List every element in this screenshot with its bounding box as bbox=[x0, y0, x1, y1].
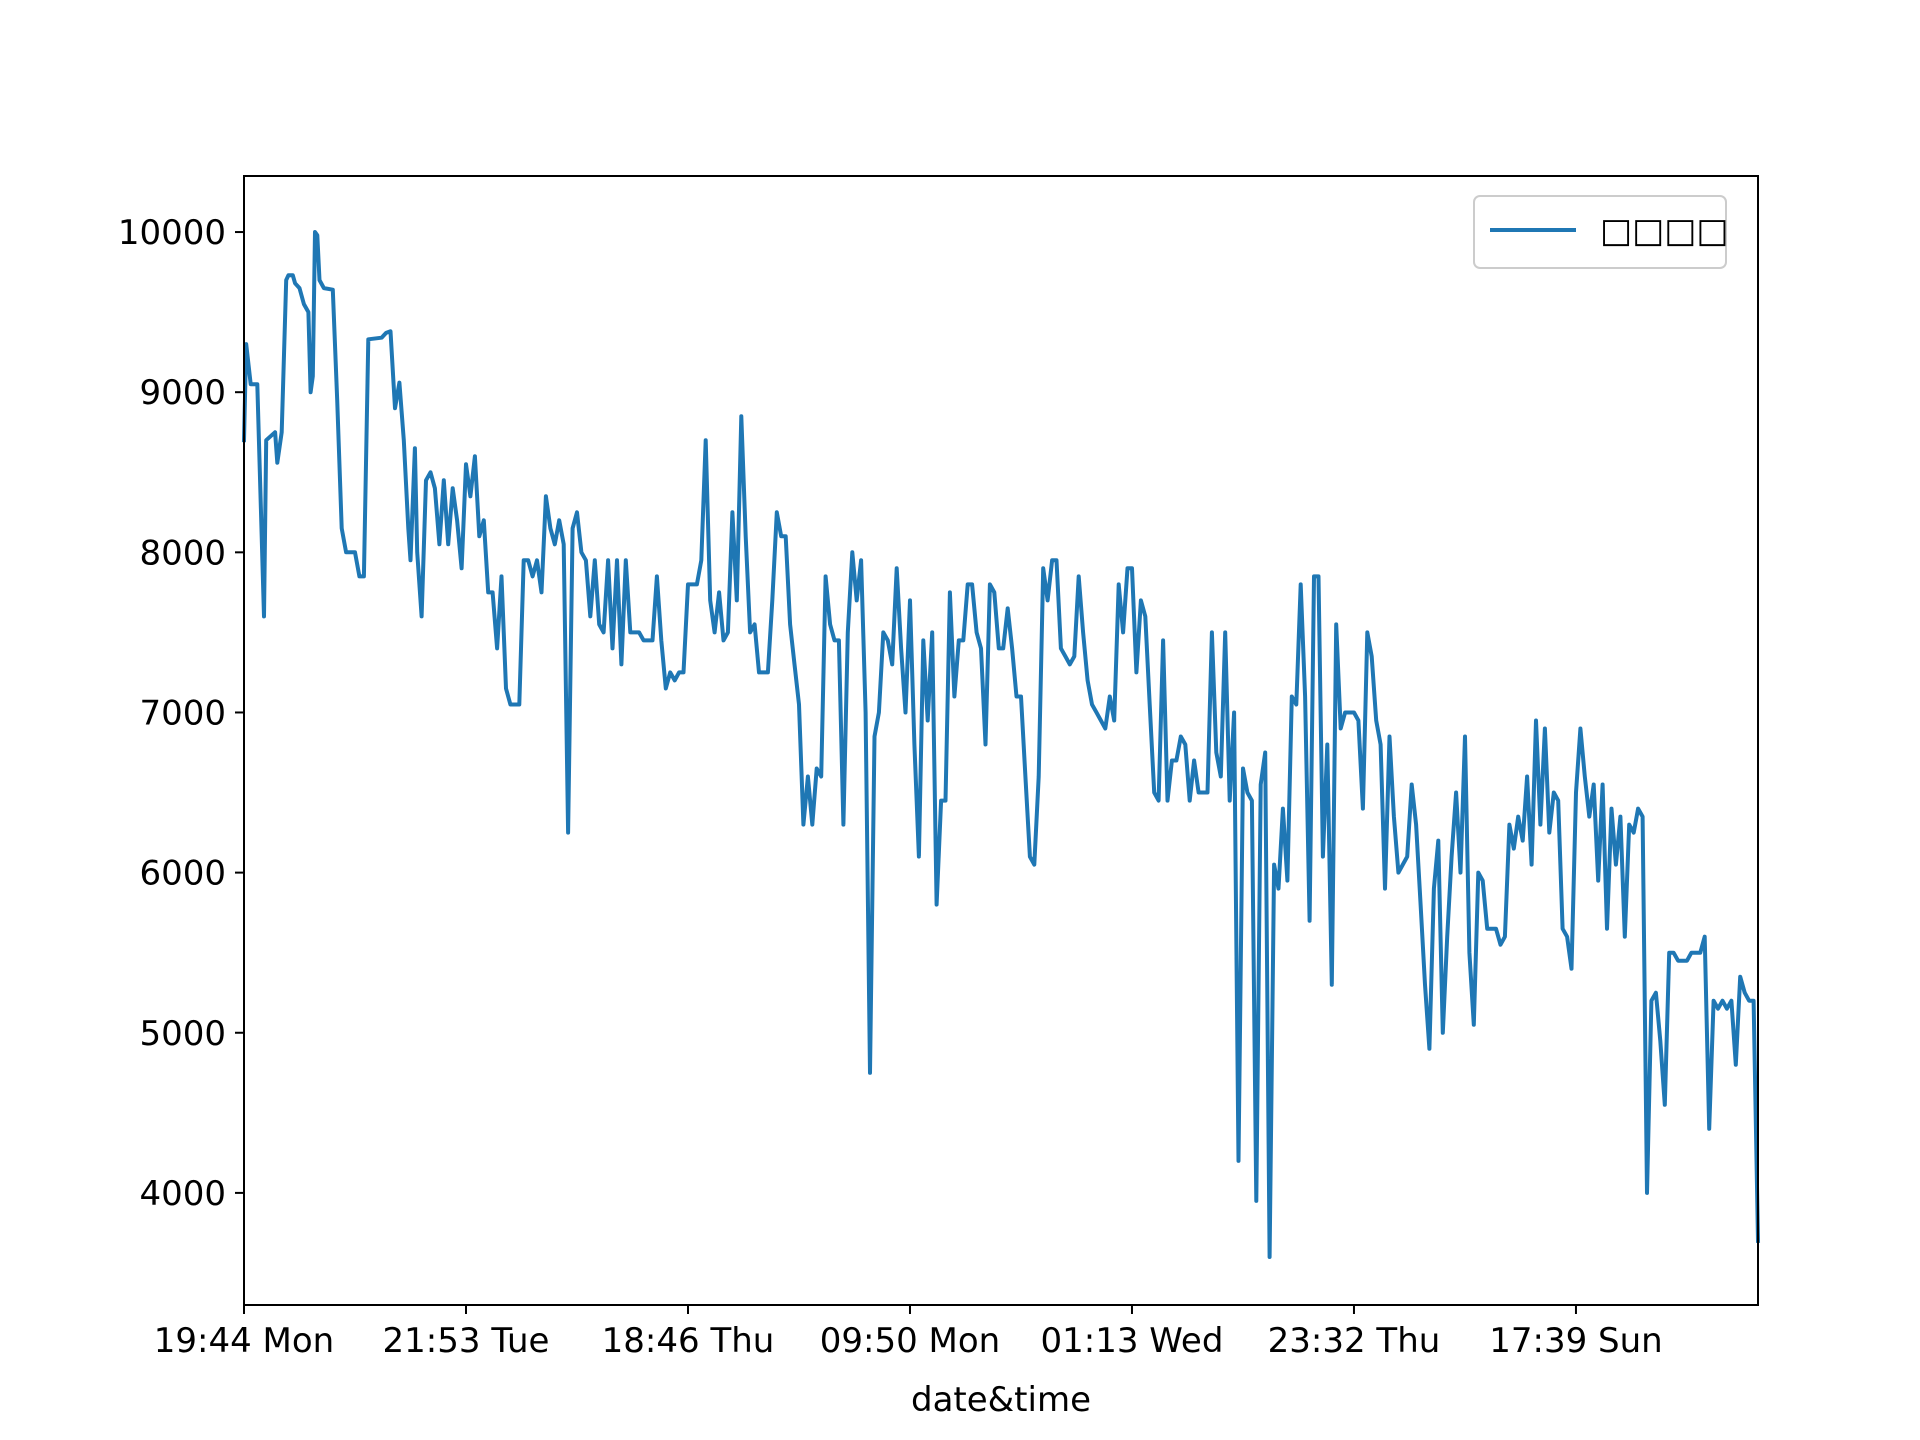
x-tick-label: 01:13 Wed bbox=[1041, 1321, 1224, 1361]
x-tick-label: 21:53 Tue bbox=[383, 1321, 550, 1361]
x-tick-label: 18:46 Thu bbox=[602, 1321, 775, 1361]
x-axis-label: date&time bbox=[911, 1380, 1091, 1420]
y-tick-label: 10000 bbox=[118, 213, 226, 253]
y-tick-label: 7000 bbox=[139, 693, 226, 733]
y-tick-label: 5000 bbox=[139, 1014, 226, 1054]
plot-area bbox=[241, 175, 1761, 1306]
axes-frame bbox=[243, 175, 1759, 1306]
x-tick-label: 17:39 Sun bbox=[1489, 1321, 1662, 1361]
y-tick-label: 6000 bbox=[139, 854, 226, 894]
legend: □□□□ bbox=[1473, 195, 1729, 269]
legend-box bbox=[1473, 195, 1727, 269]
x-tick-label: 09:50 Mon bbox=[820, 1321, 1000, 1361]
y-tick-label: 8000 bbox=[139, 533, 226, 573]
y-axis: 4000 5000 6000 7000 8000 9000 10000 bbox=[118, 213, 244, 1214]
x-axis: 19:44 Mon 21:53 Tue 18:46 Thu 09:50 Mon 01:1… bbox=[154, 1305, 1663, 1361]
legend-label: □□□□ bbox=[1600, 211, 1729, 251]
series-line bbox=[241, 230, 1761, 1259]
y-tick-label: 4000 bbox=[139, 1174, 226, 1214]
x-tick-label: 23:32 Thu bbox=[1268, 1321, 1441, 1361]
x-tick-label: 19:44 Mon bbox=[154, 1321, 334, 1361]
y-tick-label: 9000 bbox=[139, 373, 226, 413]
